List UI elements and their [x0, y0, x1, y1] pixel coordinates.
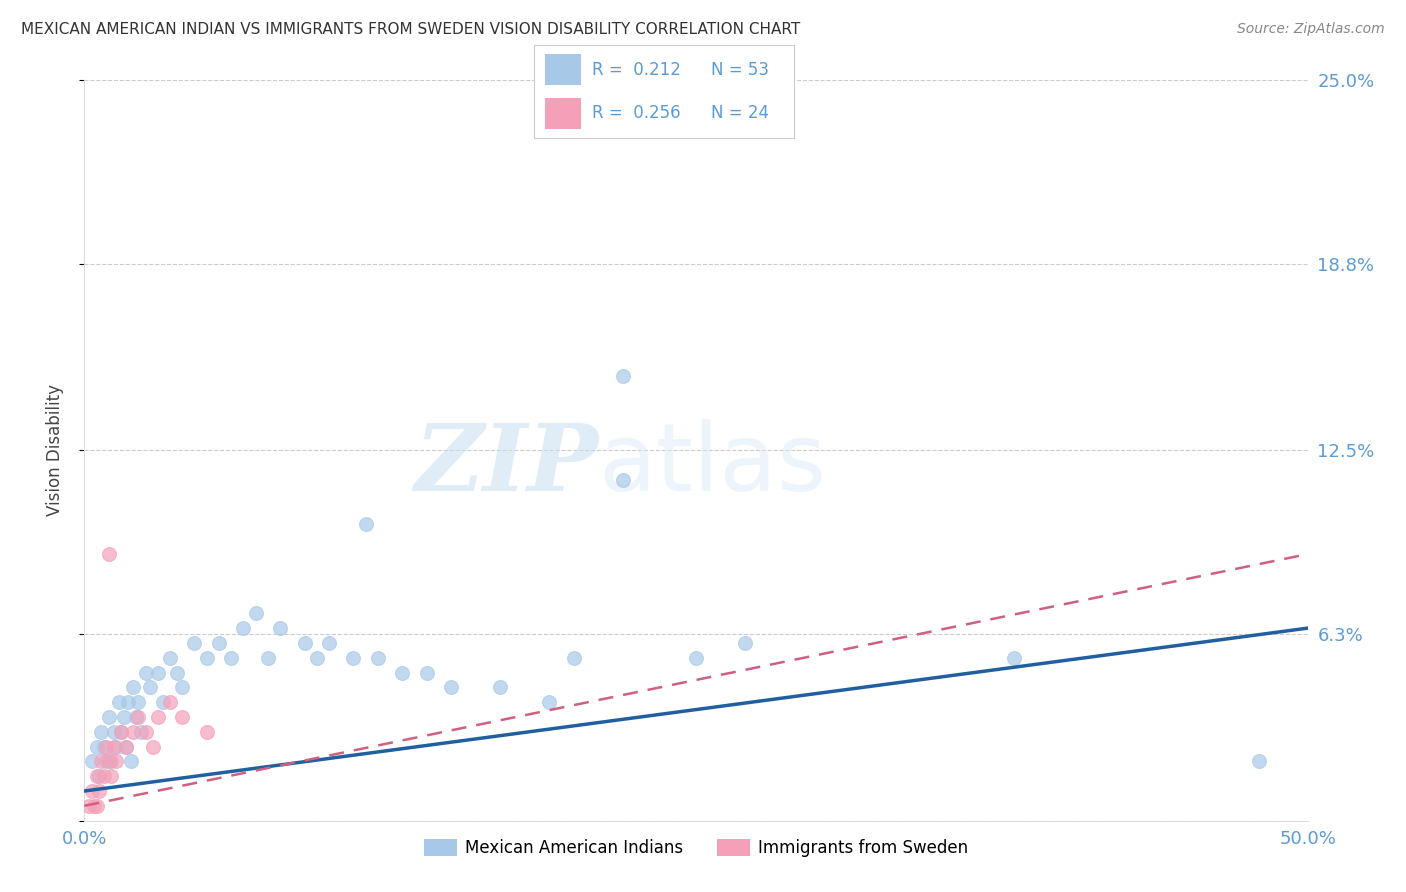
- Point: [166, 665, 188, 680]
- Point: [1247, 755, 1270, 769]
- Point: [129, 724, 152, 739]
- Point: [1002, 650, 1025, 665]
- Point: [612, 473, 634, 487]
- Point: [142, 739, 165, 754]
- Point: [367, 650, 389, 665]
- Point: [93, 739, 115, 754]
- Point: [96, 755, 118, 769]
- Point: [90, 724, 112, 739]
- Text: R =  0.256: R = 0.256: [592, 104, 681, 122]
- Point: [105, 755, 128, 769]
- Point: [294, 636, 316, 650]
- Point: [219, 650, 242, 665]
- Point: [122, 681, 145, 695]
- Point: [122, 724, 145, 739]
- Point: [354, 517, 377, 532]
- Point: [80, 755, 103, 769]
- Legend: Mexican American Indians, Immigrants from Sweden: Mexican American Indians, Immigrants fro…: [416, 832, 976, 864]
- Point: [86, 769, 108, 783]
- Point: [105, 739, 128, 754]
- Point: [97, 547, 120, 561]
- Point: [97, 755, 120, 769]
- Point: [146, 710, 169, 724]
- Point: [172, 681, 194, 695]
- Point: [416, 665, 439, 680]
- Point: [159, 650, 181, 665]
- FancyBboxPatch shape: [544, 54, 581, 85]
- Point: [342, 650, 364, 665]
- Point: [159, 695, 181, 709]
- Y-axis label: Vision Disability: Vision Disability: [45, 384, 63, 516]
- Point: [127, 695, 149, 709]
- Text: N = 53: N = 53: [711, 61, 769, 78]
- Point: [257, 650, 280, 665]
- Point: [110, 724, 132, 739]
- Point: [734, 636, 756, 650]
- Point: [125, 710, 148, 724]
- Point: [107, 695, 129, 709]
- Point: [245, 607, 267, 621]
- Point: [195, 724, 218, 739]
- Point: [195, 650, 218, 665]
- Point: [90, 755, 112, 769]
- Point: [489, 681, 512, 695]
- Point: [183, 636, 205, 650]
- Point: [77, 798, 100, 813]
- Point: [120, 755, 142, 769]
- Text: ZIP: ZIP: [413, 420, 598, 510]
- Point: [96, 739, 118, 754]
- Point: [115, 739, 138, 754]
- Point: [87, 769, 110, 783]
- Point: [562, 650, 585, 665]
- Point: [391, 665, 413, 680]
- Point: [127, 710, 149, 724]
- Point: [232, 621, 254, 635]
- Text: R =  0.212: R = 0.212: [592, 61, 681, 78]
- Point: [172, 710, 194, 724]
- Point: [86, 798, 108, 813]
- Point: [135, 665, 157, 680]
- Point: [112, 710, 135, 724]
- Point: [110, 724, 132, 739]
- Point: [100, 755, 122, 769]
- Point: [538, 695, 561, 709]
- Point: [103, 739, 125, 754]
- Point: [146, 665, 169, 680]
- Point: [269, 621, 291, 635]
- Point: [208, 636, 231, 650]
- Text: MEXICAN AMERICAN INDIAN VS IMMIGRANTS FROM SWEDEN VISION DISABILITY CORRELATION : MEXICAN AMERICAN INDIAN VS IMMIGRANTS FR…: [21, 22, 800, 37]
- Point: [135, 724, 157, 739]
- Text: atlas: atlas: [598, 419, 827, 511]
- Point: [115, 739, 138, 754]
- Point: [117, 695, 139, 709]
- Point: [612, 369, 634, 384]
- Text: N = 24: N = 24: [711, 104, 769, 122]
- Point: [100, 769, 122, 783]
- FancyBboxPatch shape: [544, 98, 581, 129]
- Point: [80, 784, 103, 798]
- Point: [87, 784, 110, 798]
- Point: [440, 681, 463, 695]
- Point: [139, 681, 162, 695]
- Text: Source: ZipAtlas.com: Source: ZipAtlas.com: [1237, 22, 1385, 37]
- Point: [97, 710, 120, 724]
- Point: [83, 798, 105, 813]
- Point: [305, 650, 328, 665]
- Point: [93, 769, 115, 783]
- Point: [152, 695, 174, 709]
- Point: [685, 650, 707, 665]
- Point: [318, 636, 340, 650]
- Point: [103, 724, 125, 739]
- Point: [86, 739, 108, 754]
